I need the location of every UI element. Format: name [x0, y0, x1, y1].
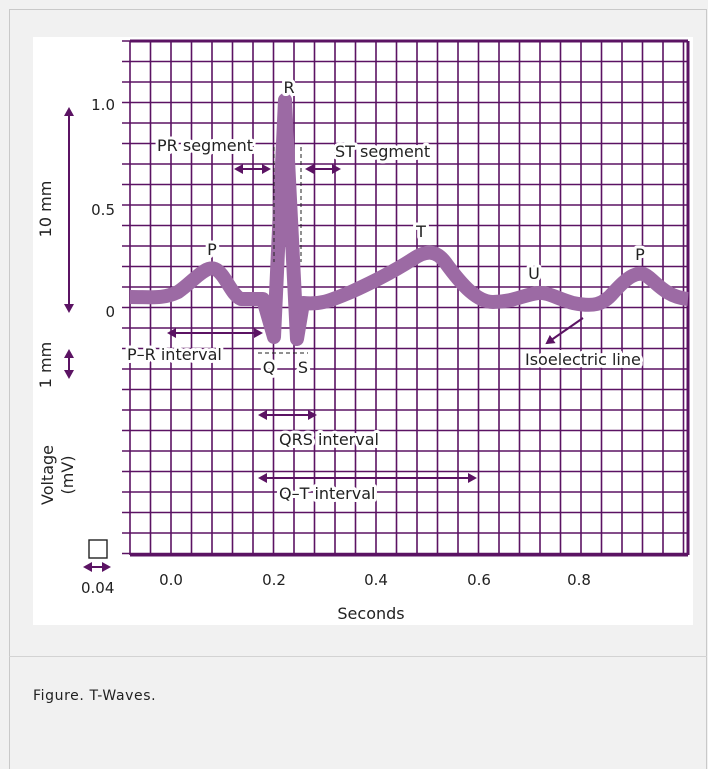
y-tick-label: 0 — [105, 303, 115, 321]
one-mm-label: 1 mm — [36, 342, 55, 388]
st-segment-label: ST segment — [335, 142, 430, 161]
x-tick-label: 0.0 — [159, 571, 183, 589]
x-tick-label: 0.6 — [467, 571, 491, 589]
qrs-interval-label: QRS interval — [279, 430, 379, 449]
qt-interval-label: Q–T interval — [279, 484, 375, 503]
ecg-diagram: 10 mm 1 mm Voltage (mV) 0.04 1.0 0.5 0 0… — [36, 39, 690, 623]
small-square-icon — [88, 539, 108, 559]
figure-caption: Figure. T-Waves. — [33, 688, 157, 704]
p-wave-label: P — [207, 240, 217, 259]
r-wave-label: R — [283, 78, 294, 97]
voltage-unit-label: (mV) — [58, 455, 77, 494]
y-tick-label: 1.0 — [91, 96, 115, 114]
qrs-complex — [260, 102, 306, 338]
x-axis-title: Seconds — [337, 604, 404, 623]
caption-divider — [9, 656, 707, 657]
s-wave-label: S — [298, 358, 308, 377]
voltage-label: Voltage — [38, 445, 57, 505]
ten-mm-label: 10 mm — [36, 181, 55, 238]
x-tick-label: 0.8 — [567, 571, 591, 589]
ecg-figure: 10 mm 1 mm Voltage (mV) 0.04 1.0 0.5 0 0… — [33, 37, 693, 625]
pr-interval-label: P–R interval — [127, 345, 222, 364]
x-tick-label: 0.2 — [262, 571, 286, 589]
y-tick-label: 0.5 — [91, 201, 115, 219]
q-wave-label: Q — [263, 358, 276, 377]
small-square-label: 0.04 — [81, 579, 114, 597]
x-tick-label: 0.4 — [364, 571, 388, 589]
ecg-waveform — [129, 93, 690, 346]
isoelectric-pointer — [545, 317, 584, 345]
t-wave-label: T — [415, 222, 426, 241]
isoelectric-line-label: Isoelectric line — [525, 350, 641, 369]
pr-segment-label: PR segment — [157, 136, 253, 155]
p-wave-label: P — [635, 245, 645, 264]
u-wave-label: U — [528, 264, 540, 283]
